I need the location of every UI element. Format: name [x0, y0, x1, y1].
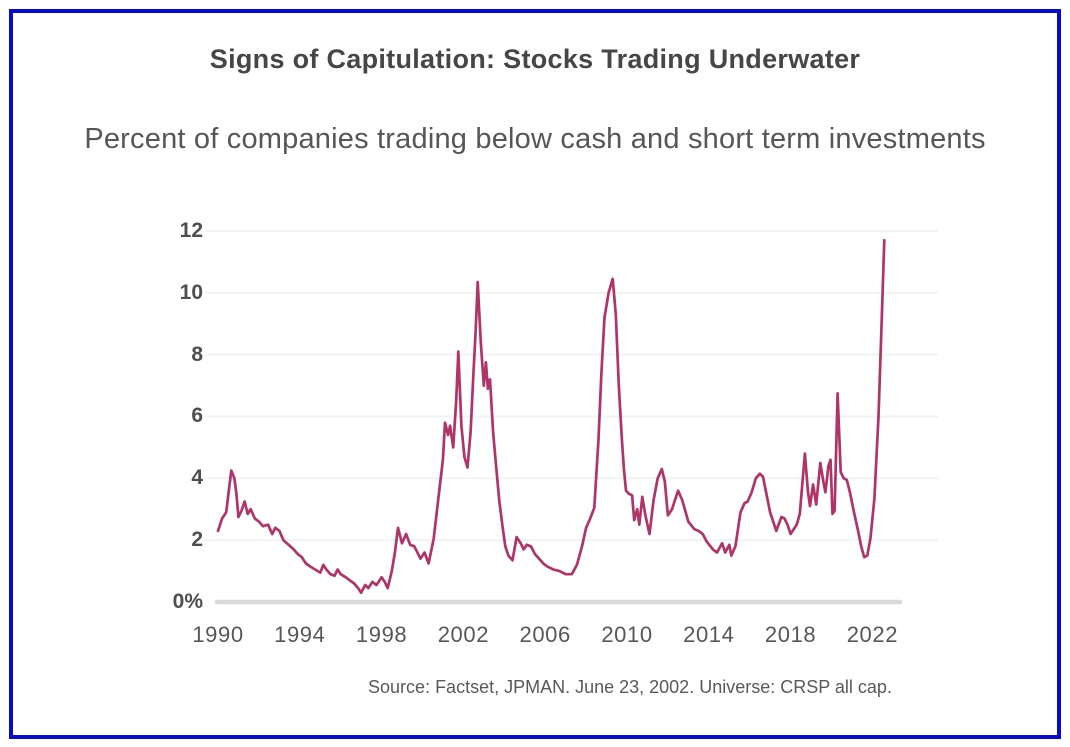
x-axis-tick-2014: 2014 — [683, 622, 735, 647]
underwater-percent-line — [216, 238, 886, 595]
x-axis-tick-2018: 2018 — [764, 622, 817, 647]
chart-title: Signs of Capitulation: Stocks Trading Un… — [209, 44, 861, 74]
x-axis-tick-2006: 2006 — [519, 622, 571, 647]
source-note: Source: Factset, JPMAN. June 23, 2002. U… — [368, 677, 892, 697]
y-axis-tick-2: 2 — [191, 528, 203, 552]
x-axis-tick-1990: 1990 — [192, 622, 244, 647]
y-axis-tick-6: 6 — [191, 404, 203, 428]
y-axis-tick-0: 0% — [172, 590, 203, 613]
x-axis-tick-1994: 1994 — [274, 622, 326, 647]
y-axis-tick-8: 8 — [191, 342, 203, 366]
y-axis-tick-4: 4 — [191, 466, 203, 490]
x-axis-tick-2022: 2022 — [846, 622, 899, 647]
x-axis-tick-2002: 2002 — [437, 622, 490, 647]
y-axis-tick-10: 10 — [179, 280, 203, 304]
x-axis-tick-1998: 1998 — [355, 622, 408, 647]
x-axis-tick-2010: 2010 — [601, 622, 653, 647]
chart-subtitle: Percent of companies trading below cash … — [84, 123, 986, 155]
y-axis-tick-12: 12 — [179, 218, 203, 242]
